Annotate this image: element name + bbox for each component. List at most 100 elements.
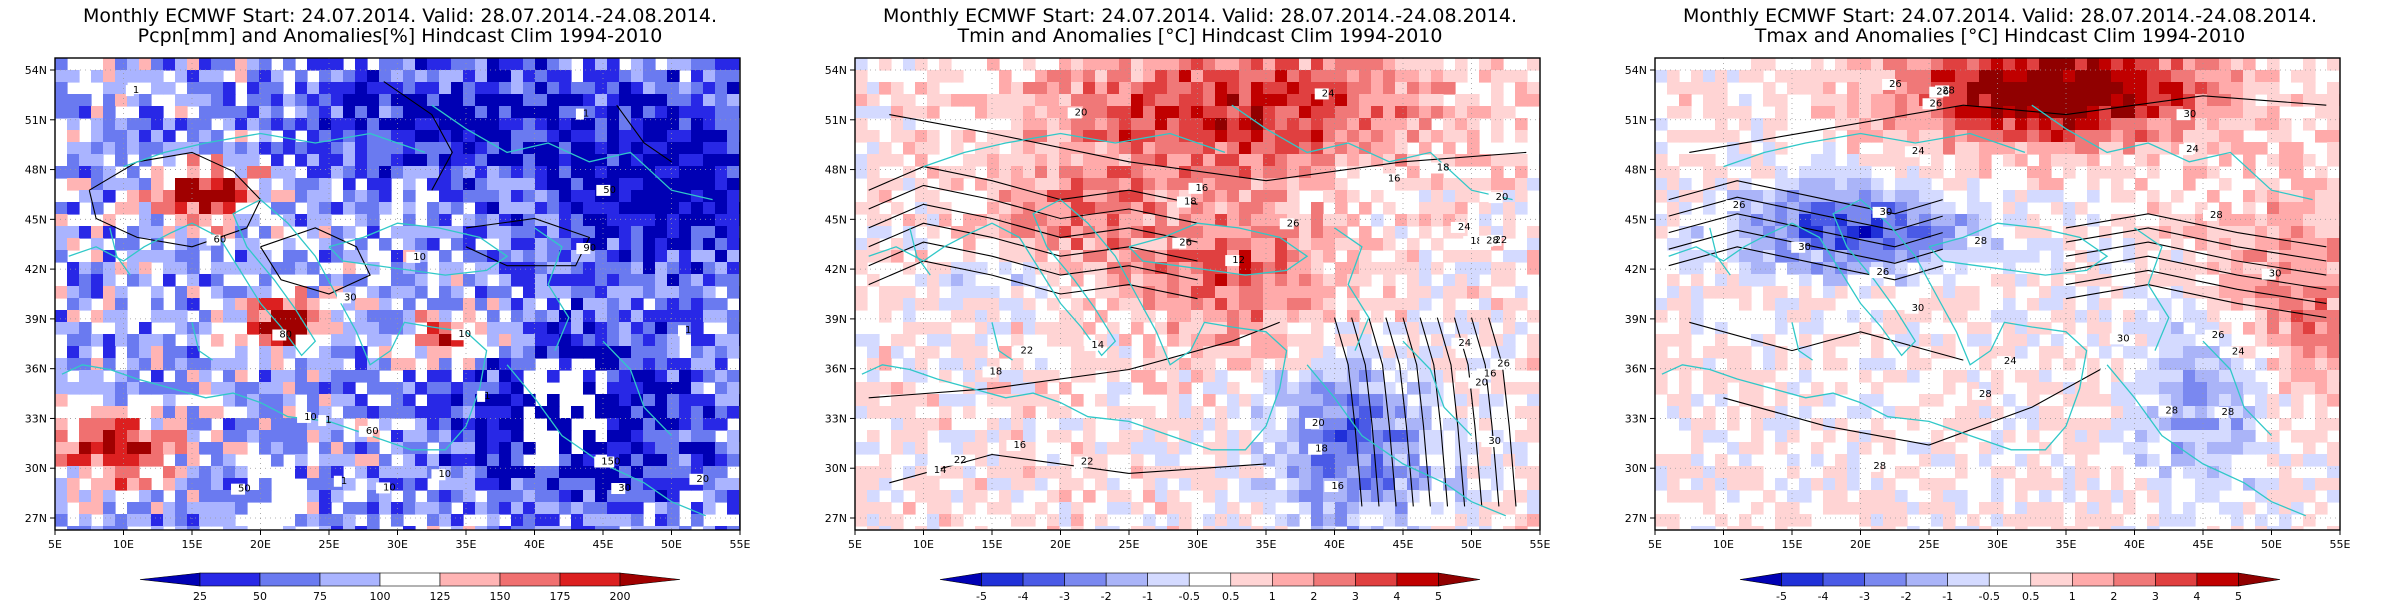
contour-label-bg (1225, 255, 1240, 267)
anomaly-cell (463, 178, 476, 191)
anomaly-cell (1215, 346, 1228, 359)
anomaly-cell (987, 106, 1000, 119)
anomaly-cell (427, 226, 440, 239)
anomaly-cell (2207, 58, 2220, 71)
anomaly-cell (271, 454, 284, 467)
anomaly-cell (1323, 310, 1336, 323)
anomaly-cell (1239, 178, 1252, 191)
anomaly-cell (1503, 262, 1516, 275)
anomaly-cell (1095, 94, 1108, 107)
anomaly-cell (199, 322, 212, 335)
anomaly-cell (1059, 130, 1072, 143)
anomaly-cell (1655, 166, 1668, 179)
anomaly-cell (1023, 94, 1036, 107)
anomaly-cell (1955, 298, 1968, 311)
anomaly-cell (739, 406, 740, 419)
anomaly-cell (1047, 82, 1060, 95)
contour-label: 80 (279, 330, 292, 341)
anomaly-cell (439, 454, 452, 467)
anomaly-cell (235, 70, 248, 83)
anomaly-cell (2207, 106, 2220, 119)
anomaly-cell (1455, 130, 1468, 143)
anomaly-cell (1191, 418, 1204, 431)
anomaly-cell (1155, 130, 1168, 143)
anomaly-cell (2219, 214, 2232, 227)
anomaly-cell (1871, 70, 1884, 83)
anomaly-cell (1679, 178, 1692, 191)
anomaly-cell (1455, 202, 1468, 215)
anomaly-cell (1919, 214, 1932, 227)
anomaly-cell (1955, 118, 1968, 131)
anomaly-cell (2327, 298, 2340, 311)
anomaly-cell (115, 58, 128, 71)
anomaly-cell (1203, 478, 1216, 491)
anomaly-cell (1727, 106, 1740, 119)
anomaly-cell (79, 442, 92, 455)
anomaly-cell (571, 190, 584, 203)
anomaly-cell (1071, 394, 1084, 407)
anomaly-cell (91, 442, 104, 455)
anomaly-cell (1431, 334, 1444, 347)
anomaly-cell (139, 130, 152, 143)
contour-label-bg (206, 234, 221, 246)
anomaly-cell (619, 130, 632, 143)
anomaly-cell (963, 394, 976, 407)
anomaly-cell (1047, 262, 1060, 275)
anomaly-cell (1167, 118, 1180, 131)
anomaly-cell (319, 82, 332, 95)
anomaly-cell (1071, 418, 1084, 431)
anomaly-cell (1443, 202, 1456, 215)
anomaly-cell (355, 274, 368, 287)
anomaly-cell (523, 166, 536, 179)
anomaly-cell (1143, 82, 1156, 95)
anomaly-cell (703, 490, 716, 503)
anomaly-cell (211, 514, 224, 527)
contour-label-bg (689, 473, 704, 485)
anomaly-cell (523, 334, 536, 347)
anomaly-cell (1335, 118, 1348, 131)
anomaly-cell (1167, 82, 1180, 95)
anomaly-cell (1059, 334, 1072, 347)
anomaly-cell (103, 406, 116, 419)
anomaly-cell (2051, 262, 2064, 275)
colorbar-swatch (1230, 572, 1273, 587)
anomaly-cell (355, 214, 368, 227)
anomaly-cell (1371, 454, 1384, 467)
anomaly-cell (2147, 154, 2160, 167)
anomaly-cell (79, 94, 92, 107)
anomaly-cell (1431, 262, 1444, 275)
anomaly-cell (1203, 322, 1216, 335)
anomaly-cell (1059, 502, 1072, 515)
anomaly-cell (715, 274, 728, 287)
anomaly-cell (1703, 190, 1716, 203)
anomaly-cell (547, 130, 560, 143)
anomaly-cell (1167, 382, 1180, 395)
anomaly-cell (607, 430, 620, 443)
anomaly-cell (475, 286, 488, 299)
anomaly-cell (1287, 382, 1300, 395)
anomaly-cell (307, 430, 320, 443)
lat-tick-label: 42N (25, 263, 47, 276)
anomaly-cell (1775, 94, 1788, 107)
anomaly-cell (271, 394, 284, 407)
anomaly-cell (403, 406, 416, 419)
anomaly-cell (951, 226, 964, 239)
anomaly-cell (2159, 94, 2172, 107)
anomaly-cell (1167, 406, 1180, 419)
anomaly-cell (571, 310, 584, 323)
anomaly-cell (367, 226, 380, 239)
anomaly-cell (1035, 82, 1048, 95)
anomaly-cell (1047, 70, 1060, 83)
anomaly-cell (2099, 70, 2112, 83)
anomaly-cell (1227, 190, 1240, 203)
anomaly-cell (211, 454, 224, 467)
anomaly-cell (951, 358, 964, 371)
anomaly-cell (1239, 190, 1252, 203)
anomaly-cell (475, 406, 488, 419)
anomaly-cell (1203, 286, 1216, 299)
colorbar: -5 -4 -3 -2 -1 -0.5 0.5 1 2 3 4 5 (939, 572, 1481, 600)
anomaly-cell (283, 262, 296, 275)
anomaly-cell (127, 382, 140, 395)
anomaly-cell (1119, 202, 1132, 215)
anomaly-cell (583, 298, 596, 311)
